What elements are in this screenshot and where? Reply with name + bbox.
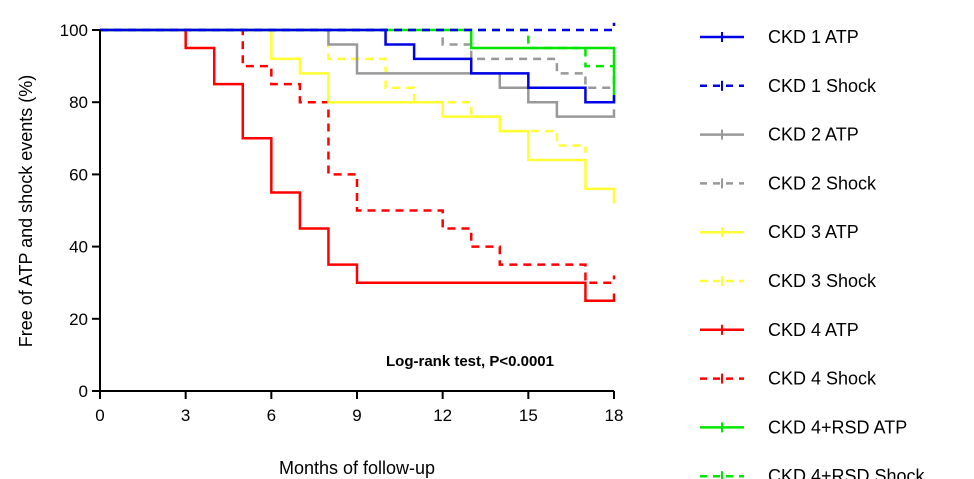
axes: 0 3 6 9 12 15 18 0 20 40 60 80 100 Months of follow… [16, 21, 623, 478]
y-tick-label: 20 [69, 310, 88, 329]
legend-label: CKD 2 Shock [768, 173, 877, 193]
series-line-ckd-1-atp [100, 28, 616, 104]
x-tick-label: 9 [352, 406, 361, 425]
x-tick-label: 6 [267, 406, 276, 425]
legend-label: CKD 4 Shock [768, 369, 877, 389]
series-line-ckd-2-shock [100, 28, 614, 90]
series-line-ckd-1-shock [100, 22, 616, 32]
legend-label: CKD 3 ATP [768, 222, 859, 242]
x-tick-label: 0 [95, 406, 104, 425]
y-tick-label: 60 [69, 165, 88, 184]
x-axis-title: Months of follow-up [279, 458, 435, 478]
x-tick-label: 12 [433, 406, 452, 425]
legend-label: CKD 3 Shock [768, 271, 877, 291]
y-tick-label: 80 [69, 93, 88, 112]
y-tick-label: 0 [79, 382, 88, 401]
y-tick-label: 40 [69, 238, 88, 257]
x-tick-label: 3 [181, 406, 190, 425]
y-ticks: 0 20 40 60 80 100 [60, 21, 100, 401]
legend-label: CKD 1 ATP [768, 27, 859, 47]
y-axis-title: Free of ATP and shock events (%) [16, 75, 36, 347]
series-line-ckd-2-atp [100, 28, 616, 118]
legend-label: CKD 4+RSD ATP [768, 417, 907, 437]
y-tick-label: 100 [60, 21, 88, 40]
series-line-ckd-4-atp [100, 28, 616, 302]
legend-label: CKD 2 ATP [768, 125, 859, 145]
legend-label: CKD 4+RSD Shock [768, 466, 926, 479]
legend: CKD 1 ATP CKD 1 Shock CKD 2 ATP CKD 2 Shock… [700, 27, 926, 479]
x-tick-label: 15 [519, 406, 538, 425]
legend-label: CKD 1 Shock [768, 76, 877, 96]
x-tick-label: 18 [605, 406, 624, 425]
x-ticks: 0 3 6 9 12 15 18 [95, 391, 623, 425]
plot-area [100, 22, 616, 302]
series-line-ckd-4-shock [100, 28, 616, 284]
series-line-ckd-3-shock [100, 28, 587, 153]
log-rank-annotation: Log-rank test, P<0.0001 [386, 353, 554, 370]
legend-label: CKD 4 ATP [768, 320, 859, 340]
series-line-ckd-4-rsd-shock [100, 28, 616, 85]
series-line-ckd-3-atp [100, 28, 616, 204]
